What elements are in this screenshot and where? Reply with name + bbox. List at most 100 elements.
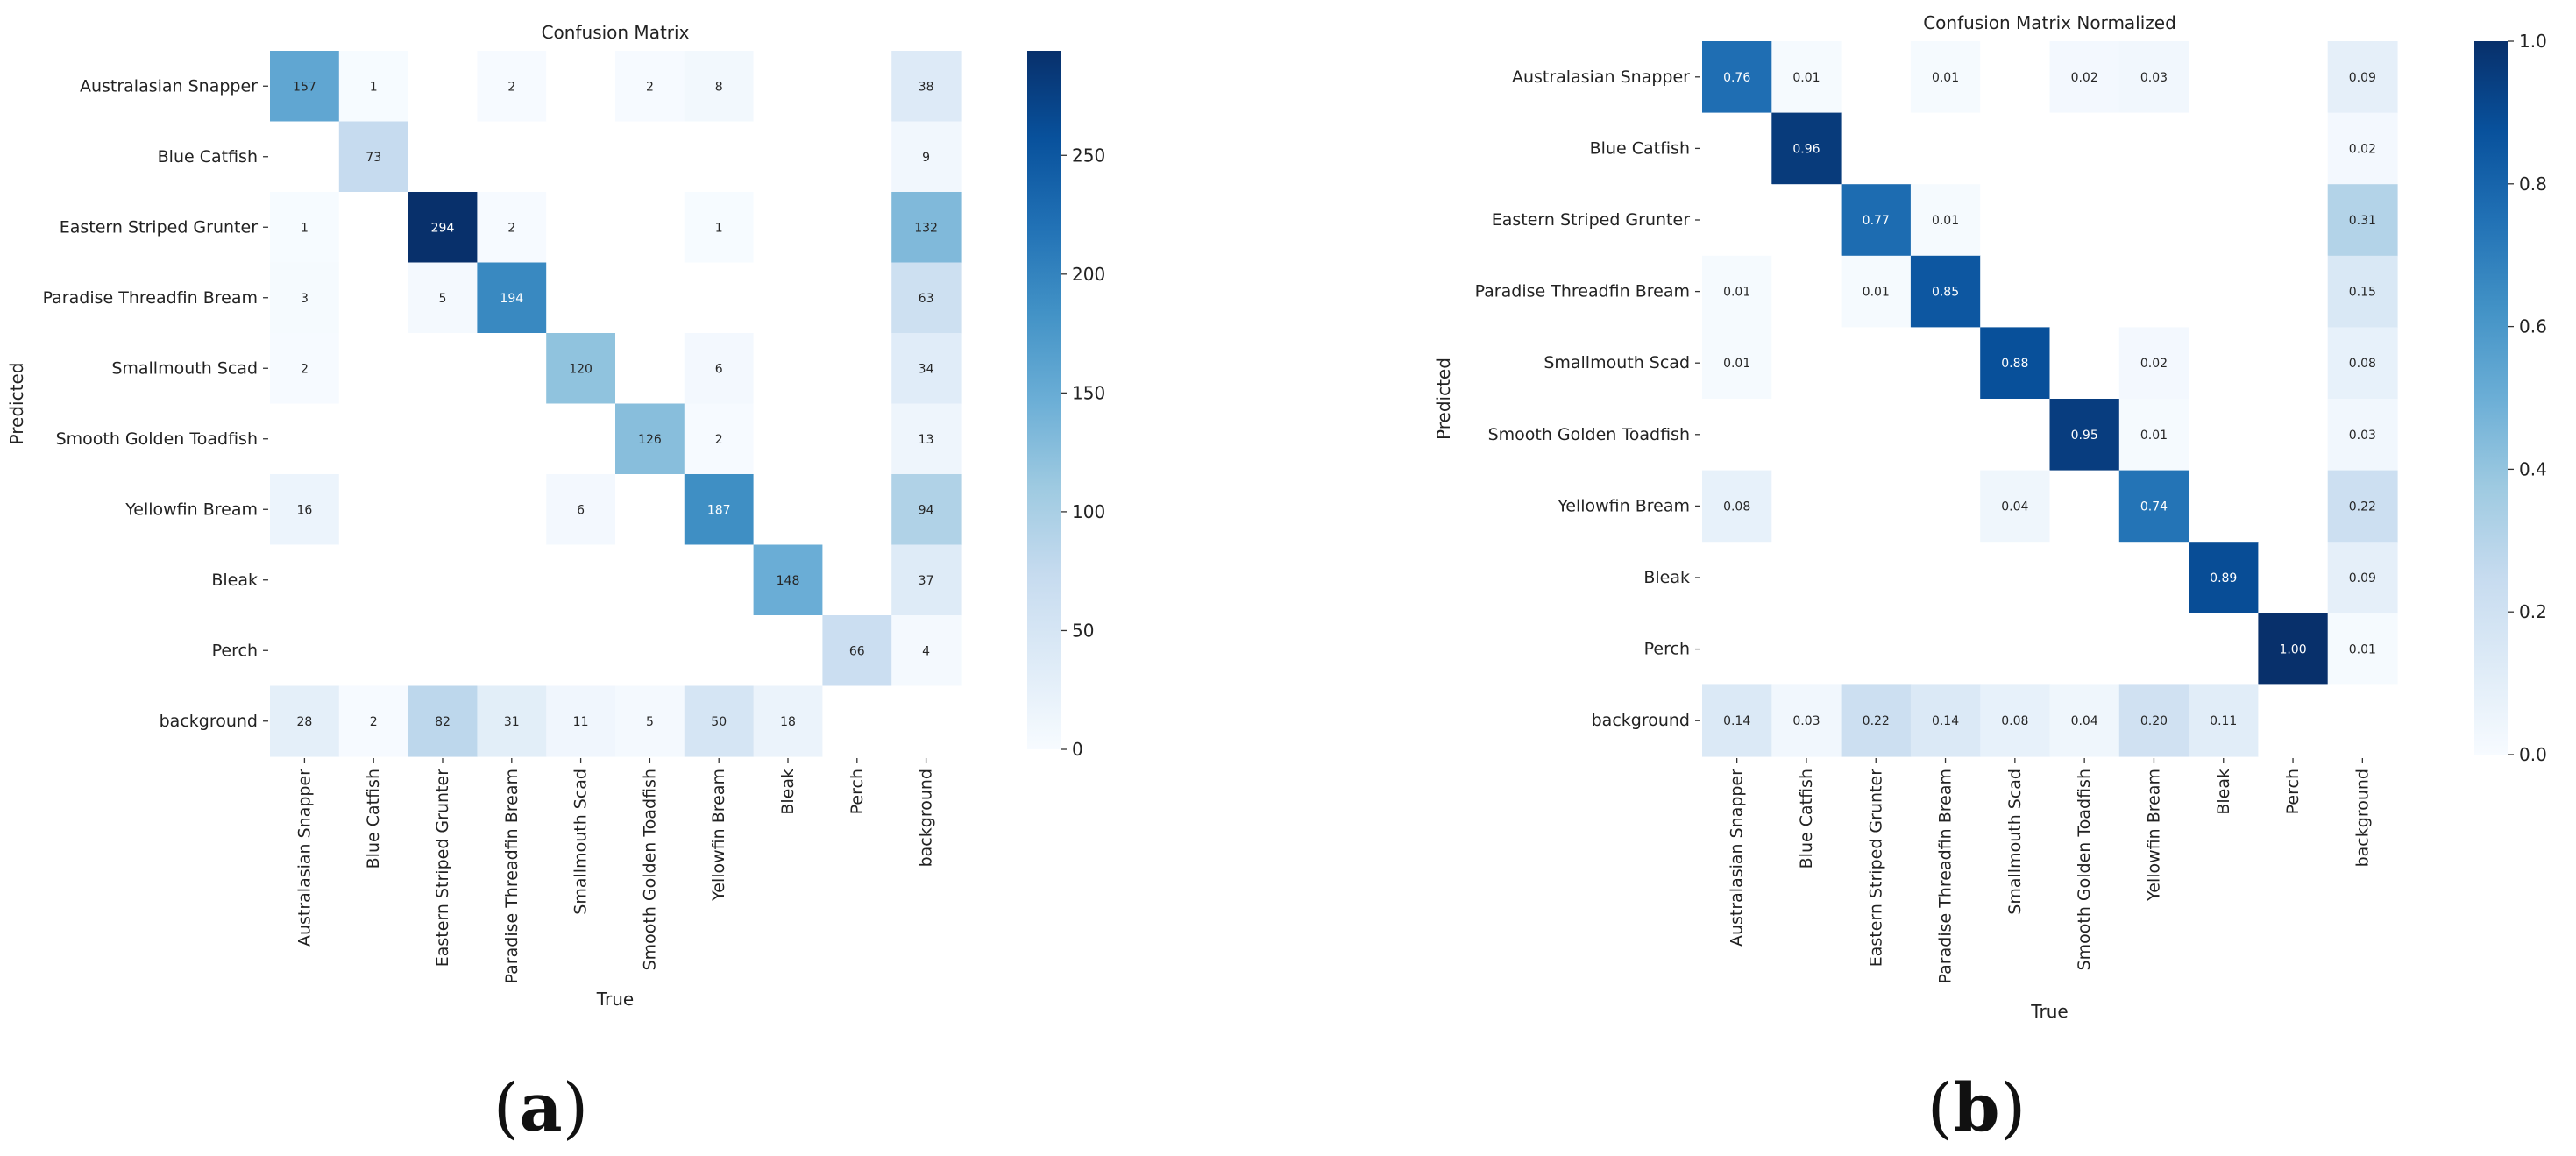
- cell-value-label: 0.02: [2071, 71, 2098, 85]
- heatmap-cell: [753, 615, 823, 687]
- chart-title: Confusion Matrix: [542, 22, 690, 43]
- heatmap-cell: [615, 544, 685, 616]
- heatmap-cell: [684, 474, 755, 546]
- cell-value-label: 0.14: [1932, 714, 1959, 728]
- cell-value-label: 2: [715, 433, 723, 447]
- heatmap-cell: [2258, 184, 2329, 257]
- heatmap-cell: [477, 685, 547, 757]
- colorbar-tick-label: 50: [1072, 620, 1094, 641]
- heatmap-cell: [546, 544, 616, 616]
- heatmap-cell: [1702, 112, 1772, 185]
- y-tick-label-blue-catfish: Blue Catfish: [1590, 138, 1690, 158]
- heatmap-cell: [891, 192, 962, 264]
- heatmap-cell: [2189, 41, 2259, 114]
- heatmap-cell: [2049, 399, 2120, 472]
- heatmap-cell: [2327, 255, 2398, 328]
- heatmap-cell: [1702, 542, 1772, 614]
- y-axis-label: Predicted: [6, 363, 27, 445]
- heatmap-cell: [477, 51, 547, 123]
- heatmap-cell: [546, 262, 616, 334]
- heatmap-cell: [408, 121, 478, 193]
- cell-value-label: 1: [301, 221, 309, 235]
- colorbar-tick-label: 0.8: [2519, 174, 2547, 195]
- colorbar-tick-label: 0.0: [2519, 744, 2547, 765]
- heatmap-cell: [822, 403, 892, 475]
- x-tick-label-australasian-snapper: Australasian Snapper: [1728, 769, 1747, 947]
- heatmap-cell: [2118, 684, 2189, 757]
- heatmap-cell: [477, 403, 547, 475]
- cell-value-label: 0.31: [2349, 214, 2376, 228]
- cell-value-label: 16: [296, 503, 312, 517]
- heatmap-cell: [2049, 41, 2120, 114]
- heatmap-cell: [1910, 399, 1981, 472]
- cell-value-label: 0.95: [2071, 429, 2098, 443]
- heatmap-cell: [546, 121, 616, 193]
- cell-value-label: 126: [638, 433, 662, 447]
- heatmap-cell: [270, 51, 340, 123]
- x-tick-label-perch: Perch: [2283, 769, 2303, 814]
- heatmap-cell: [2049, 184, 2120, 257]
- x-tick-label-paradise-threadfin-bream: Paradise Threadfin Bream: [502, 769, 522, 983]
- heatmap-cell: [2258, 255, 2329, 328]
- heatmap-cell: [1771, 255, 1842, 328]
- heatmap-cell: [891, 544, 962, 616]
- heatmap-cell: [338, 403, 409, 475]
- heatmap-cell: [1841, 684, 1912, 757]
- cell-value-label: 294: [431, 221, 455, 235]
- heatmap-cell: [2327, 613, 2398, 685]
- colorbar-tick-label: 0.2: [2519, 601, 2547, 622]
- heatmap-cell: [2327, 684, 2398, 757]
- y-tick-label-background: background: [1592, 711, 1690, 730]
- heatmap-cell: [2327, 470, 2398, 543]
- heatmap-cell: [2258, 613, 2329, 685]
- heatmap-cell: [1702, 399, 1772, 472]
- heatmap-cell: [2327, 184, 2398, 257]
- heatmap-cell: [477, 615, 547, 687]
- x-tick-label-smallmouth-scad: Smallmouth Scad: [2005, 769, 2025, 915]
- cell-value-label: 0.85: [1932, 286, 1959, 300]
- heatmap-cell: [822, 544, 892, 616]
- heatmap-cell: [615, 685, 685, 757]
- x-tick-label-eastern-striped-grunter: Eastern Striped Grunter: [1866, 769, 1885, 967]
- cell-value-label: 0.03: [2349, 429, 2376, 443]
- heatmap-cell: [684, 121, 755, 193]
- heatmap-cell: [1980, 399, 2051, 472]
- heatmap-cell: [891, 333, 962, 405]
- heatmap-cell: [546, 333, 616, 405]
- cell-value-label: 18: [780, 715, 796, 729]
- cell-value-label: 0.08: [2349, 357, 2376, 371]
- heatmap-cell: [753, 403, 823, 475]
- cell-value-label: 2: [507, 221, 515, 235]
- heatmap-cell: [1841, 327, 1912, 400]
- y-tick-label-perch: Perch: [1644, 640, 1690, 659]
- confusion-matrix-normalized-panel: Confusion Matrix Normalized 0.76 0.01 0.01 0…: [1433, 12, 2547, 1022]
- y-tick-label-bleak: Bleak: [1643, 568, 1690, 587]
- heatmap-cell: [822, 685, 892, 757]
- heatmap-cell: [615, 474, 685, 546]
- cell-value-label: 1.00: [2279, 643, 2306, 657]
- heatmap-cell: [753, 51, 823, 123]
- heatmap-cell: [1980, 41, 2051, 114]
- heatmap-cell: [2189, 470, 2259, 543]
- heatmap-cell: [615, 403, 685, 475]
- heatmap-cell: [1702, 684, 1772, 757]
- x-tick-label-smooth-golden-toadfish: Smooth Golden Toadfish: [640, 769, 659, 970]
- y-tick-label-bleak: Bleak: [211, 571, 258, 590]
- heatmap-cell: [1910, 613, 1981, 685]
- cell-value-label: 28: [296, 715, 312, 729]
- heatmap-cell: [2258, 327, 2329, 400]
- heatmap-cell: [615, 51, 685, 123]
- colorbar-tick-label: 100: [1072, 501, 1105, 522]
- heatmap-cell: [408, 192, 478, 264]
- x-tick-label-yellowfin-bream: Yellowfin Bream: [2144, 769, 2163, 902]
- y-tick-label-perch: Perch: [212, 641, 258, 660]
- heatmap-cell: [2118, 542, 2189, 614]
- y-tick-label-smooth-golden-toadfish: Smooth Golden Toadfish: [1488, 425, 1690, 444]
- y-axis-label: Predicted: [1433, 358, 1454, 440]
- heatmap-cell: [684, 544, 755, 616]
- x-axis-label: True: [2030, 1001, 2068, 1022]
- heatmap-cell: [2189, 112, 2259, 185]
- heatmap-cell: [1841, 41, 1912, 114]
- colorbar-tick-label: 250: [1072, 145, 1105, 166]
- heatmap-cell: [684, 192, 755, 264]
